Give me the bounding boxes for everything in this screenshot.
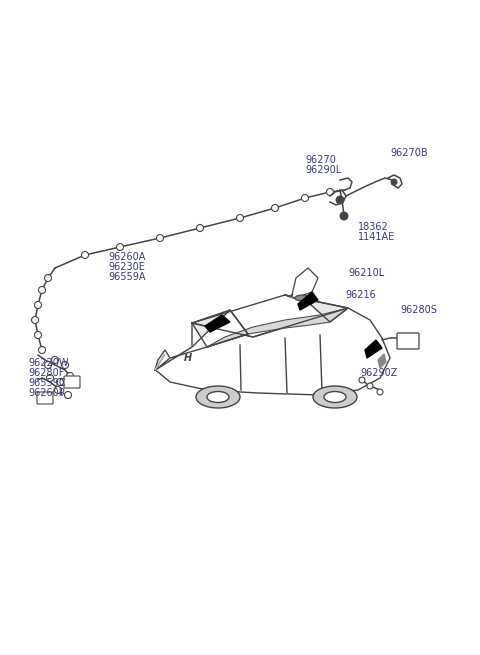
Polygon shape: [298, 292, 318, 310]
Text: 96260R: 96260R: [28, 388, 66, 398]
Circle shape: [35, 301, 41, 309]
Ellipse shape: [324, 392, 346, 403]
Text: 96216: 96216: [345, 290, 376, 300]
Polygon shape: [365, 340, 382, 358]
Polygon shape: [378, 354, 386, 368]
Text: 96290L: 96290L: [305, 165, 341, 175]
Text: 18362: 18362: [358, 222, 389, 232]
Circle shape: [64, 392, 72, 398]
Circle shape: [57, 379, 63, 386]
Circle shape: [301, 195, 309, 202]
Circle shape: [55, 386, 61, 394]
Ellipse shape: [313, 386, 357, 408]
Circle shape: [367, 383, 373, 389]
Text: 1141AE: 1141AE: [358, 232, 395, 242]
Text: 96280F: 96280F: [28, 368, 64, 378]
Text: 96230E: 96230E: [108, 262, 145, 272]
Text: 96559A: 96559A: [108, 272, 145, 282]
Circle shape: [47, 375, 53, 381]
Polygon shape: [192, 295, 348, 337]
Circle shape: [38, 346, 46, 354]
Circle shape: [340, 212, 348, 220]
Ellipse shape: [196, 386, 240, 408]
Polygon shape: [155, 310, 248, 370]
Circle shape: [82, 252, 88, 259]
Text: 96220W: 96220W: [28, 358, 69, 368]
Circle shape: [272, 204, 278, 212]
Circle shape: [45, 274, 51, 282]
Circle shape: [45, 362, 51, 369]
Circle shape: [391, 179, 397, 185]
Polygon shape: [285, 295, 348, 322]
Circle shape: [359, 377, 365, 383]
Circle shape: [32, 316, 38, 324]
Ellipse shape: [295, 295, 309, 301]
Circle shape: [377, 389, 383, 395]
Circle shape: [38, 286, 46, 293]
Text: 96210L: 96210L: [348, 268, 384, 278]
Circle shape: [336, 196, 344, 204]
Text: H: H: [184, 353, 192, 363]
Text: 96290Z: 96290Z: [360, 368, 397, 378]
Circle shape: [51, 356, 59, 364]
Circle shape: [156, 234, 164, 242]
Ellipse shape: [207, 392, 229, 403]
Circle shape: [117, 244, 123, 250]
Polygon shape: [205, 315, 230, 332]
Polygon shape: [155, 354, 165, 370]
Polygon shape: [192, 310, 248, 347]
Text: 96260A: 96260A: [108, 252, 145, 262]
Circle shape: [326, 189, 334, 195]
FancyBboxPatch shape: [397, 333, 419, 349]
Polygon shape: [207, 308, 348, 347]
Text: 96270B: 96270B: [390, 148, 428, 158]
Polygon shape: [290, 268, 318, 298]
FancyBboxPatch shape: [64, 376, 80, 388]
FancyBboxPatch shape: [37, 392, 53, 404]
Polygon shape: [155, 308, 390, 395]
Text: 96280S: 96280S: [400, 305, 437, 315]
Circle shape: [67, 373, 73, 379]
Text: 96270: 96270: [305, 155, 336, 165]
Circle shape: [237, 214, 243, 221]
Circle shape: [196, 225, 204, 231]
Circle shape: [61, 362, 69, 369]
Text: 96559C: 96559C: [28, 378, 66, 388]
Circle shape: [35, 331, 41, 339]
